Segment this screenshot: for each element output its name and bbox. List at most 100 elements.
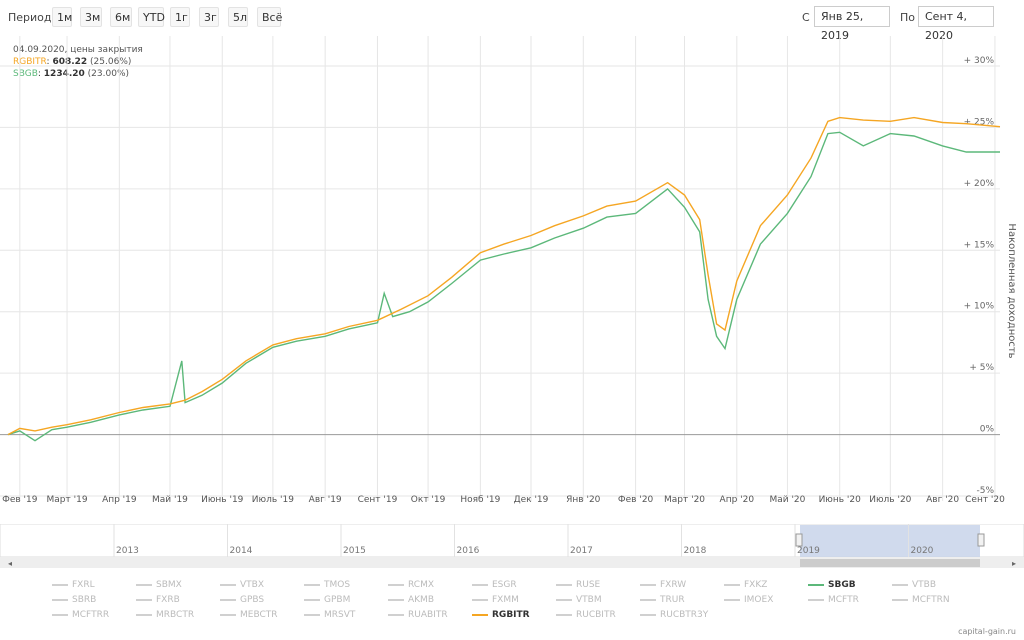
legend-label: VTBB <box>912 580 937 590</box>
period-button-3m[interactable]: 3м <box>80 7 102 27</box>
legend-item-trur[interactable]: TRUR <box>640 593 685 607</box>
period-button-1m[interactable]: 1м <box>52 7 72 27</box>
navigator[interactable]: 2013 2014 2015 2016 2017 2018 2019 2020 ◂ ▸ <box>0 524 1024 570</box>
legend-item-rgbitr[interactable]: RGBITR <box>472 608 530 622</box>
legend-label: RUABITR <box>408 610 448 620</box>
scroll-right-icon[interactable]: ▸ <box>1012 559 1016 568</box>
navigator-year-label: 2019 <box>797 546 820 556</box>
legend-swatch <box>220 614 236 616</box>
legend-label: AKMB <box>408 595 434 605</box>
scrollbar-track[interactable] <box>0 558 1024 568</box>
legend-label: TMOS <box>324 580 351 590</box>
legend-item-esgr[interactable]: ESGR <box>472 578 517 592</box>
from-date-input[interactable]: Янв 25, 2019 <box>814 6 890 42</box>
legend-item-rucbtr3y[interactable]: RUCBTR3Y <box>640 608 708 622</box>
legend-item-fxmm[interactable]: FXMM <box>472 593 519 607</box>
tooltip-info: 04.09.2020, цены закрытия RGBITR: 608.22… <box>13 44 143 80</box>
legend-label: GPBM <box>324 595 351 605</box>
x-tick-label: Июль '20 <box>869 495 911 505</box>
period-button-6m[interactable]: 6м <box>110 7 132 27</box>
series-line-rgbitr[interactable] <box>7 116 1001 436</box>
legend-swatch <box>808 599 824 601</box>
scrollbar-thumb[interactable] <box>800 559 980 567</box>
horizontal-gridlines <box>0 65 1000 497</box>
legend-item-rucbitr[interactable]: RUCBITR <box>556 608 616 622</box>
y-axis-ticks: -5% 0% + 5% + 10% + 15% + 20% + 25% + 30% <box>964 56 995 496</box>
info-series-name: SBGB <box>13 69 38 79</box>
legend-item-gpbs[interactable]: GPBS <box>220 593 264 607</box>
x-tick-label: Март '20 <box>664 495 705 505</box>
x-tick-label: Нояб '19 <box>460 495 500 505</box>
legend-item-sbgb[interactable]: SBGB <box>808 578 856 592</box>
period-button-3y[interactable]: 3г <box>199 7 219 27</box>
legend-swatch <box>304 584 320 586</box>
period-button-5y[interactable]: 5л <box>228 7 248 27</box>
legend-item-ruabitr[interactable]: RUABITR <box>388 608 448 622</box>
period-button-ytd[interactable]: YTD <box>138 7 165 27</box>
legend-label: RUSE <box>576 580 601 590</box>
x-tick-label: Июль '19 <box>252 495 294 505</box>
x-tick-label: Окт '19 <box>411 495 446 505</box>
y-tick-label: + 10% <box>964 302 995 312</box>
y-axis-label: Накопленная доходность <box>1006 223 1017 358</box>
legend-item-sbrb[interactable]: SBRB <box>52 593 96 607</box>
legend: FXRL SBMX VTBX TMOS RCMX ESGR RUSE FXRW FXKZ SBGB… <box>0 578 1024 628</box>
navigator-year-label: 2020 <box>911 546 934 556</box>
x-tick-label: Май '19 <box>152 495 188 505</box>
x-tick-label: Фев '20 <box>618 495 654 505</box>
legend-item-rcmx[interactable]: RCMX <box>388 578 434 592</box>
legend-item-akmb[interactable]: AKMB <box>388 593 434 607</box>
to-date-input[interactable]: Сент 4, 2020 <box>918 6 994 42</box>
info-row-sbgb: SBGB: 1234.20 (23.00%) <box>13 69 130 79</box>
legend-item-mrsvt[interactable]: MRSVT <box>304 608 355 622</box>
x-tick-label: Июнь '19 <box>201 495 244 505</box>
legend-item-mcftr[interactable]: MCFTR <box>808 593 859 607</box>
legend-item-fxrw[interactable]: FXRW <box>640 578 686 592</box>
legend-item-ruse[interactable]: RUSE <box>556 578 600 592</box>
x-tick-label: Авг '19 <box>309 495 342 505</box>
legend-label: MEBCTR <box>240 610 278 620</box>
period-button-all[interactable]: Всё <box>257 7 282 27</box>
y-tick-label: + 15% <box>964 240 995 250</box>
navigator-years: 2013 2014 2015 2016 2017 2018 2019 2020 <box>113 524 934 557</box>
legend-item-fxrl[interactable]: FXRL <box>52 578 95 592</box>
legend-swatch <box>220 584 236 586</box>
navigator-year-label: 2017 <box>570 546 593 556</box>
legend-item-mcftrr[interactable]: MCFTRR <box>52 608 109 622</box>
from-label: С <box>802 11 810 24</box>
legend-item-vtbb[interactable]: VTBB <box>892 578 936 592</box>
legend-item-gpbm[interactable]: GPBM <box>304 593 350 607</box>
y-tick-label: + 25% <box>964 117 995 127</box>
legend-label: SBMX <box>156 580 182 590</box>
line-chart[interactable]: -5% 0% + 5% + 10% + 15% + 20% + 25% + 30% Фев '… <box>0 36 1024 516</box>
legend-label: MRSVT <box>324 610 356 620</box>
legend-item-mcftrn[interactable]: MCFTRN <box>892 593 950 607</box>
legend-label: FXRB <box>156 595 180 605</box>
series-line-sbgb[interactable] <box>7 131 1000 442</box>
legend-item-imoex[interactable]: IMOEX <box>724 593 773 607</box>
navigator-year-label: 2016 <box>457 546 480 556</box>
x-tick-label: Апр '20 <box>720 495 755 505</box>
legend-item-sbmx[interactable]: SBMX <box>136 578 182 592</box>
x-tick-label: Дек '19 <box>514 495 549 505</box>
legend-label: MCFTRN <box>912 595 950 605</box>
x-tick-label: Апр '19 <box>102 495 137 505</box>
legend-item-vtbx[interactable]: VTBX <box>220 578 264 592</box>
scroll-left-icon[interactable]: ◂ <box>8 559 12 568</box>
y-tick-label: + 5% <box>969 363 994 373</box>
period-button-1y[interactable]: 1г <box>170 7 190 27</box>
navigator-selection[interactable] <box>800 525 980 557</box>
legend-swatch <box>304 599 320 601</box>
legend-item-tmos[interactable]: TMOS <box>304 578 350 592</box>
period-label: Период <box>8 11 52 24</box>
legend-swatch <box>640 599 656 601</box>
x-tick-label: Авг '20 <box>926 495 959 505</box>
navigator-left-handle[interactable] <box>795 533 803 547</box>
legend-item-mrbctr[interactable]: MRBCTR <box>136 608 194 622</box>
legend-item-fxkz[interactable]: FXKZ <box>724 578 767 592</box>
legend-item-fxrb[interactable]: FXRB <box>136 593 180 607</box>
legend-item-vtbm[interactable]: VTBM <box>556 593 602 607</box>
toolbar: Период 1м 3м 6м YTD 1г 3г 5л Всё С Янв 2… <box>0 0 1024 42</box>
navigator-right-handle[interactable] <box>977 533 985 547</box>
legend-item-mebctr[interactable]: MEBCTR <box>220 608 278 622</box>
